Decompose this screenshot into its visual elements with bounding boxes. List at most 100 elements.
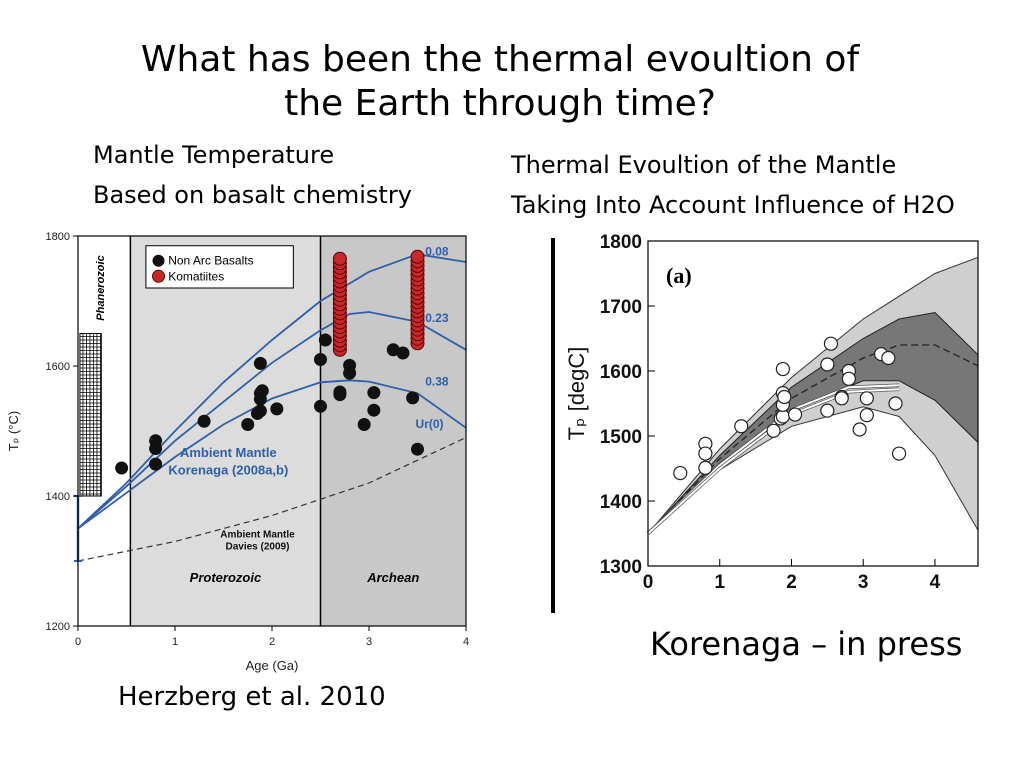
x-tick-label: 1 [172,636,178,648]
left-caption-line-2: Based on basalt chemistry [93,181,412,209]
dashed-median-curve [647,344,979,534]
data-point [852,422,867,437]
data-point [859,391,874,406]
y-tick-label: 1600 [600,362,642,383]
non-arc-basalt-point [314,353,327,366]
right-citation: Korenaga – in press [650,625,963,663]
data-point [820,403,835,418]
komatiite-stack-1 [410,249,425,351]
x-tick-label: 0 [643,572,654,593]
x-tick-label: 4 [463,636,469,648]
phanerozoic-hatch-bar [79,333,102,497]
korenaga-curve-0 [77,253,467,530]
data-point [698,460,713,475]
non-arc-basalt-point [318,333,332,347]
non-arc-basalt-point [253,356,267,370]
non-arc-basalt-point [357,418,371,431]
data-point [881,350,896,366]
proterozoic-shading [130,236,321,626]
data-point [775,409,790,424]
non-arc-basalt-point [406,391,420,405]
non-arc-basalt-point [270,402,284,416]
data-point [787,407,803,422]
right-figure-caption: Thermal Evoultion of the Mantle Taking I… [511,145,955,225]
x-tick-label: 4 [930,572,941,593]
region-label-proterozoic: Proterozoic [190,570,262,585]
left-chart-herzberg: 0.08 0.23 0.38 Ur(0) 1200 1400 1600 1800 0 1 2 3 4 Ag… [6,231,469,673]
x-tick-label: 3 [366,636,372,648]
left-citation: Herzberg et al. 2010 [118,682,386,712]
y-tick-label: 1300 [600,557,642,578]
data-point [775,361,790,377]
y-tick-label: 1500 [600,427,642,448]
data-point [834,391,849,406]
komatiite-point [332,251,347,266]
slide-title-line-2: the Earth through time? [284,83,716,124]
legend-marker-non-arc [152,254,165,267]
legend-box [145,245,294,289]
non-arc-basalt-point [314,399,327,413]
komatiite-stack-0 [332,251,347,357]
data-point [766,423,781,438]
right-caption-line-1: Thermal Evoultion of the Mantle [511,151,897,179]
curve-label-0: 0.08 [425,245,449,259]
left-figure-caption: Mantle Temperature Based on basalt chemi… [93,135,412,215]
y-axis-label: Tₚ [degC] [564,347,589,441]
annotation-korenaga-2: Korenaga (2008a,b) [168,463,288,478]
non-arc-basalt-point [343,366,357,380]
curve-label-2: 0.38 [425,375,449,389]
non-arc-basalt-point [253,404,267,418]
region-label-archean: Archean [366,570,419,585]
curve-label-1: 0.23 [425,311,449,325]
non-arc-basalt-point [411,442,424,456]
data-point [698,446,713,461]
right-plot-frame [647,240,979,567]
region-label-phanerozoic: Phanerozoic [95,255,107,320]
y-tick-label: 1800 [46,231,70,243]
data-point [891,446,907,461]
komatiite-point [410,249,425,264]
non-arc-basalt-point [367,403,381,417]
non-arc-basalt-point [149,457,163,471]
non-arc-basalt-point [197,414,211,428]
legend-label-non-arc: Non Arc Basalts [168,254,253,268]
y-axis-label: Tₚ (°C) [6,411,21,451]
korenaga-curve-2 [77,379,467,530]
y-tick-label: 1200 [46,621,70,633]
right-caption-line-2: Taking Into Account Influence of H2O [511,191,955,219]
data-point [734,419,749,434]
panel-label: (a) [666,263,692,288]
non-arc-basalt-point [115,461,129,475]
data-point [673,465,688,481]
y-tick-label: 1600 [46,361,70,373]
data-point [859,408,874,423]
y-tick-label: 1400 [46,491,70,503]
annotation-davies-2: Davies (2009) [225,541,289,552]
davies-curve [77,436,467,562]
slide-title-line-1: What has been the thermal evoultion of [140,39,860,80]
x-tick-label: 2 [786,572,797,593]
x-tick-label: 2 [269,636,275,648]
right-chart-korenaga: 1300 1400 1500 1600 1700 1800 0 1 2 3 4 Tₚ [degC] (a… [551,233,979,613]
non-arc-basalt-point [333,388,347,402]
y-tick-label: 1800 [600,233,642,253]
annotation-davies-1: Ambient Mantle [220,530,295,541]
y-tick-label: 1700 [600,297,642,318]
x-tick-label: 0 [75,636,81,648]
legend-label-komatiite: Komatiites [168,269,224,283]
y-tick-label: 1400 [600,492,642,513]
data-point [823,336,839,351]
x-tick-label: 3 [858,572,869,593]
slide-title: What has been the thermal evoultion of t… [0,38,1000,126]
annotation-korenaga-1: Ambient Mantle [180,445,277,460]
left-caption-line-1: Mantle Temperature [93,141,335,169]
non-arc-basalt-point [396,346,410,360]
curve-label-3: Ur(0) [416,417,444,431]
non-arc-basalt-point [367,386,381,400]
non-arc-basalt-point [241,418,255,431]
x-axis-label: Age (Ga) [246,658,299,673]
data-point [888,396,903,411]
data-point [841,371,856,386]
non-arc-basalt-point [149,442,163,456]
